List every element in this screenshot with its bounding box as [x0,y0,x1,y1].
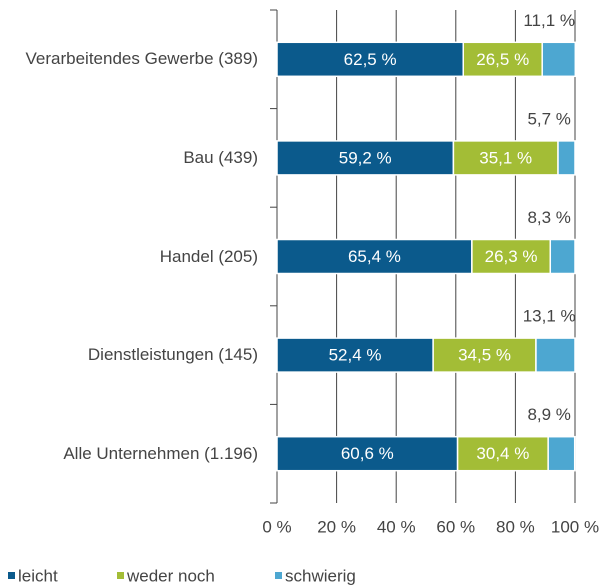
value-label: 30,4 % [476,444,529,463]
bar-segment [456,435,549,472]
value-label: 35,1 % [479,148,532,167]
value-label: 34,5 % [458,346,511,365]
bar-segment [452,140,559,176]
category-label: Dienstleistungen (145) [87,345,258,365]
bar-segment [276,41,464,78]
category-label: Alle Unternehmen (1.196) [63,443,258,463]
legend-label: schwierig [285,566,356,585]
bar-segment [276,435,459,472]
value-label: 60,6 % [341,444,394,463]
value-label: 62,5 % [344,50,397,69]
legend-swatch [8,572,15,579]
category-label: Verarbeitendes Gewerbe (389) [25,49,258,69]
bar-segment [462,41,543,78]
bar-segment [549,238,576,275]
value-label: 26,3 % [485,247,538,266]
bar-segment [541,41,577,78]
x-tick-label: 60 % [436,517,475,536]
bar-segment [276,238,473,275]
x-tick-label: 80 % [496,517,535,536]
value-label: 8,9 % [527,405,570,424]
bar-segment [535,337,576,373]
bar-segment [547,435,576,472]
legend-label: leicht [18,566,58,585]
value-label: 13,1 % [523,307,576,326]
x-tick-label: 20 % [317,517,356,536]
x-tick-label: 100 % [551,517,599,536]
value-label: 11,1 % [523,11,575,30]
category-label: Bau (439) [183,147,258,167]
category-label: Handel (205) [159,246,258,266]
value-label: 52,4 % [329,346,382,365]
legend-swatch [117,572,124,579]
x-tick-label: 40 % [377,517,416,536]
legend-label: weder noch [126,566,215,585]
x-tick-label: 0 % [262,517,291,536]
value-label: 65,4 % [348,247,401,266]
value-label: 59,2 % [339,148,392,167]
bar-segment [276,140,455,176]
legend-swatch [275,572,282,579]
value-label: 8,3 % [527,208,570,227]
bar-segment [557,140,576,176]
bar-segment [471,238,552,275]
value-label: 5,7 % [527,109,570,128]
value-label: 26,5 % [476,50,529,69]
bar-segment [276,337,434,373]
